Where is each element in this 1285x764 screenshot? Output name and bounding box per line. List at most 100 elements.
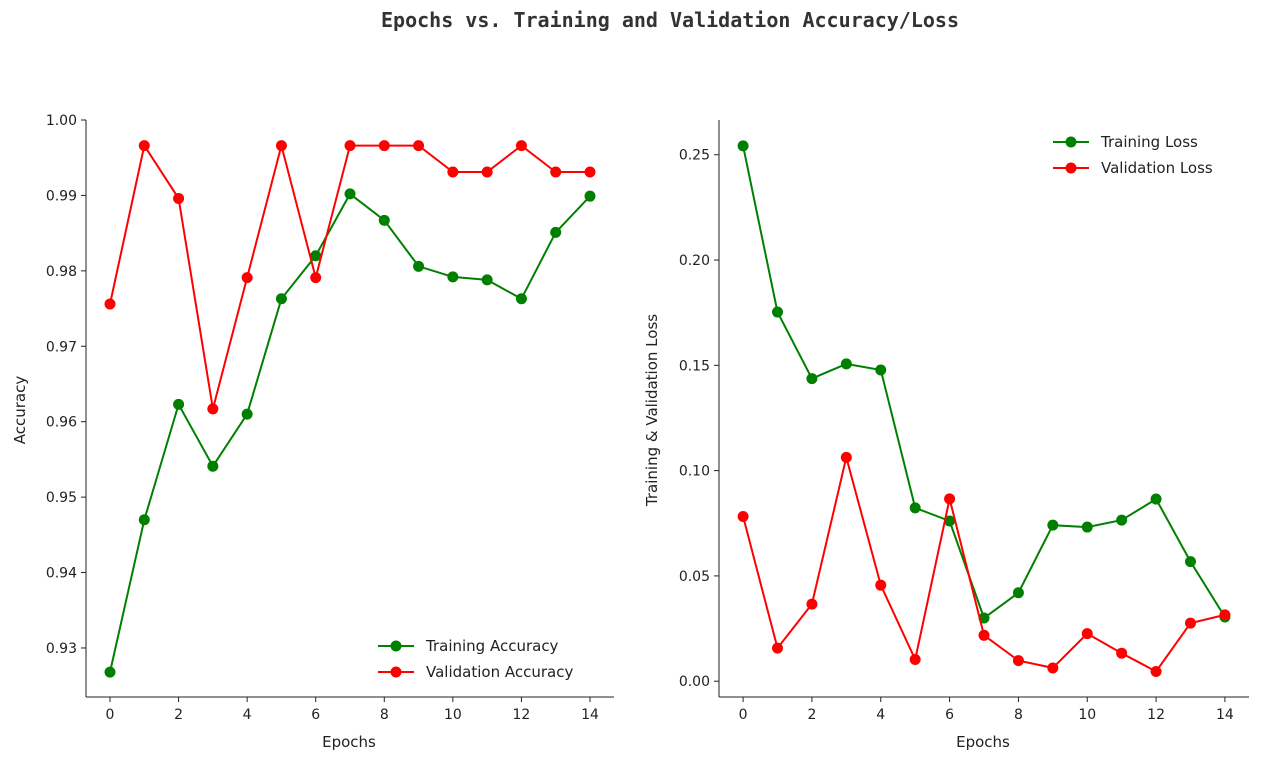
validation-accuracy-point bbox=[413, 140, 425, 152]
validation-accuracy-point bbox=[241, 272, 253, 284]
accuracy-chart-x-tick-label: 10 bbox=[444, 707, 462, 723]
training-accuracy-legend-label: Training Accuracy bbox=[425, 637, 559, 655]
validation-accuracy-point bbox=[344, 140, 356, 152]
training-accuracy-legend-marker bbox=[390, 640, 402, 652]
validation-accuracy-point bbox=[310, 272, 322, 284]
training-accuracy-line bbox=[109, 192, 591, 673]
validation-loss-point bbox=[772, 642, 784, 654]
accuracy-chart-y-tick-label: 1.00 bbox=[46, 113, 77, 129]
loss-chart-x-tick-label: 0 bbox=[739, 707, 748, 723]
training-loss-point bbox=[1116, 514, 1128, 526]
validation-loss-point bbox=[944, 493, 956, 505]
validation-loss-point bbox=[1081, 628, 1093, 640]
training-accuracy-point bbox=[413, 260, 425, 272]
training-loss-point bbox=[1047, 519, 1059, 531]
training-accuracy-point bbox=[550, 226, 562, 238]
validation-loss-point bbox=[875, 579, 887, 591]
training-accuracy-point bbox=[275, 293, 287, 305]
validation-accuracy-legend-label: Validation Accuracy bbox=[426, 663, 573, 681]
training-accuracy-point bbox=[515, 293, 527, 305]
accuracy-chart-legend: Training Accuracy Validation Accuracy bbox=[378, 637, 573, 681]
loss-chart-y-tick-label: 0.20 bbox=[679, 253, 710, 269]
validation-loss-point bbox=[840, 451, 852, 463]
accuracy-chart-x-tick-label: 4 bbox=[243, 707, 252, 723]
training-accuracy-point bbox=[378, 214, 390, 226]
loss-chart-y-tick-label: 0.15 bbox=[679, 358, 710, 374]
training-loss-point bbox=[1150, 493, 1162, 505]
validation-loss-point bbox=[1184, 617, 1196, 629]
validation-accuracy-point bbox=[378, 140, 390, 152]
validation-loss-point bbox=[978, 629, 990, 641]
training-loss-point bbox=[1081, 521, 1093, 533]
training-accuracy-point bbox=[138, 514, 150, 526]
loss-chart: Epochs Training & Validation Loss 0 2 4 6 8 1… bbox=[643, 120, 1249, 751]
figure-title: Epochs vs. Training and Validation Accur… bbox=[381, 8, 959, 32]
loss-chart-y-tick-label: 0.00 bbox=[679, 674, 710, 690]
accuracy-chart-x-tick-label: 12 bbox=[513, 707, 531, 723]
validation-loss-point bbox=[1219, 609, 1231, 621]
accuracy-chart-ylabel: Accuracy bbox=[11, 376, 29, 445]
validation-accuracy-line bbox=[109, 141, 590, 410]
validation-accuracy-point bbox=[550, 166, 562, 178]
validation-loss-legend-label: Validation Loss bbox=[1101, 159, 1213, 177]
loss-chart-x-tick-label: 12 bbox=[1147, 707, 1165, 723]
accuracy-chart-x-tick-label: 0 bbox=[106, 707, 115, 723]
training-accuracy-point bbox=[207, 460, 219, 472]
training-loss-legend-marker bbox=[1065, 136, 1077, 148]
training-accuracy-point bbox=[344, 188, 356, 200]
validation-accuracy-point bbox=[138, 140, 150, 152]
accuracy-chart-y-tick-label: 0.96 bbox=[46, 415, 77, 431]
validation-accuracy-point bbox=[515, 140, 527, 152]
training-accuracy-point bbox=[584, 190, 596, 202]
training-loss-point bbox=[1184, 556, 1196, 568]
validation-loss-legend-marker bbox=[1065, 162, 1077, 174]
training-loss-point bbox=[944, 515, 956, 527]
loss-chart-xlabel: Epochs bbox=[956, 733, 1010, 751]
training-loss-point bbox=[737, 140, 749, 152]
accuracy-chart-y-tick-label: 0.98 bbox=[46, 264, 77, 280]
loss-chart-y-tick-label: 0.05 bbox=[679, 569, 710, 585]
validation-accuracy-point bbox=[275, 140, 287, 152]
loss-chart-x-tick-label: 4 bbox=[876, 707, 885, 723]
training-loss-point bbox=[909, 502, 921, 514]
validation-accuracy-point bbox=[207, 403, 219, 415]
training-loss-point bbox=[806, 373, 818, 385]
accuracy-chart: Epochs Accuracy 0 2 4 6 8 10 12 14 0.93 0.94 0.95 0… bbox=[11, 113, 614, 751]
accuracy-chart-x-tick-label: 8 bbox=[380, 707, 389, 723]
loss-chart-ylabel: Training & Validation Loss bbox=[643, 314, 661, 507]
validation-loss-point bbox=[1116, 647, 1128, 659]
accuracy-chart-y-tick-label: 0.93 bbox=[46, 641, 77, 657]
training-accuracy-point bbox=[481, 274, 493, 286]
validation-accuracy-legend-marker bbox=[390, 666, 402, 678]
validation-loss-point bbox=[806, 598, 818, 610]
training-accuracy-point bbox=[310, 250, 322, 262]
loss-chart-x-tick-label: 2 bbox=[807, 707, 816, 723]
loss-chart-x-tick-label: 14 bbox=[1216, 707, 1234, 723]
training-loss-point bbox=[840, 358, 852, 370]
accuracy-chart-y-tick-label: 0.95 bbox=[46, 490, 77, 506]
training-loss-point bbox=[1012, 587, 1024, 599]
validation-accuracy-point bbox=[447, 166, 459, 178]
loss-chart-legend: Training Loss Validation Loss bbox=[1053, 133, 1213, 177]
loss-chart-y-tick-label: 0.10 bbox=[679, 464, 710, 480]
training-accuracy-point bbox=[104, 666, 116, 678]
accuracy-chart-x-tick-label: 14 bbox=[581, 707, 599, 723]
validation-accuracy-point bbox=[481, 166, 493, 178]
training-accuracy-point bbox=[241, 408, 253, 420]
loss-chart-x-tick-label: 8 bbox=[1014, 707, 1023, 723]
loss-chart-x-tick-label: 6 bbox=[945, 707, 954, 723]
validation-loss-point bbox=[1150, 666, 1162, 678]
validation-loss-point bbox=[1047, 662, 1059, 674]
validation-accuracy-point bbox=[104, 298, 116, 310]
validation-loss-point bbox=[909, 654, 921, 666]
validation-loss-point bbox=[1012, 655, 1024, 667]
training-loss-point bbox=[875, 364, 887, 376]
validation-accuracy-point bbox=[173, 192, 185, 204]
accuracy-chart-y-tick-label: 0.94 bbox=[46, 566, 77, 582]
accuracy-chart-y-tick-label: 0.97 bbox=[46, 339, 77, 355]
loss-chart-y-tick-label: 0.25 bbox=[679, 148, 710, 164]
training-loss-point bbox=[772, 306, 784, 318]
accuracy-chart-y-tick-label: 0.99 bbox=[46, 188, 77, 204]
accuracy-chart-xlabel: Epochs bbox=[322, 733, 376, 751]
